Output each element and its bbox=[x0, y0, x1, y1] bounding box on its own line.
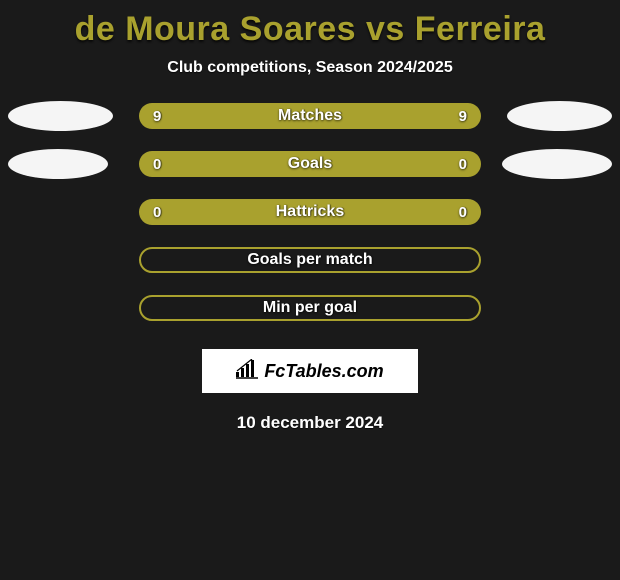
comparison-infographic: de Moura Soares vs Ferreira Club competi… bbox=[0, 0, 620, 580]
stat-label: Min per goal bbox=[263, 299, 357, 317]
stat-label: Goals per match bbox=[247, 251, 372, 269]
stat-bar: 9 Matches 9 bbox=[139, 103, 481, 129]
date-line: 10 december 2024 bbox=[0, 413, 620, 433]
stat-row: 0 Hattricks 0 bbox=[0, 199, 620, 225]
page-title: de Moura Soares vs Ferreira bbox=[0, 10, 620, 49]
stat-value-right: 9 bbox=[459, 108, 467, 125]
stat-row: 0 Goals 0 bbox=[0, 151, 620, 177]
stat-rows: 9 Matches 9 0 Goals 0 0 Hattricks 0 Goals per mat… bbox=[0, 103, 620, 321]
branding-box: FcTables.com bbox=[202, 349, 418, 393]
stat-value-left: 0 bbox=[153, 204, 161, 221]
value-ellipse-left bbox=[8, 149, 108, 179]
page-subtitle: Club competitions, Season 2024/2025 bbox=[0, 59, 620, 77]
stat-bar: Goals per match bbox=[139, 247, 481, 273]
stat-label: Hattricks bbox=[276, 203, 344, 221]
stat-row: Goals per match bbox=[0, 247, 620, 273]
stat-row: 9 Matches 9 bbox=[0, 103, 620, 129]
stat-row: Min per goal bbox=[0, 295, 620, 321]
stat-value-right: 0 bbox=[459, 204, 467, 221]
value-ellipse-right bbox=[507, 101, 612, 131]
stat-label: Matches bbox=[278, 107, 342, 125]
stat-bar: 0 Hattricks 0 bbox=[139, 199, 481, 225]
value-ellipse-left bbox=[8, 101, 113, 131]
stat-bar: Min per goal bbox=[139, 295, 481, 321]
branding-text: FcTables.com bbox=[264, 361, 383, 382]
stat-value-right: 0 bbox=[459, 156, 467, 173]
stat-value-left: 0 bbox=[153, 156, 161, 173]
bar-chart-icon bbox=[236, 359, 258, 384]
value-ellipse-right bbox=[502, 149, 612, 179]
stat-bar: 0 Goals 0 bbox=[139, 151, 481, 177]
stat-label: Goals bbox=[288, 155, 332, 173]
stat-value-left: 9 bbox=[153, 108, 161, 125]
